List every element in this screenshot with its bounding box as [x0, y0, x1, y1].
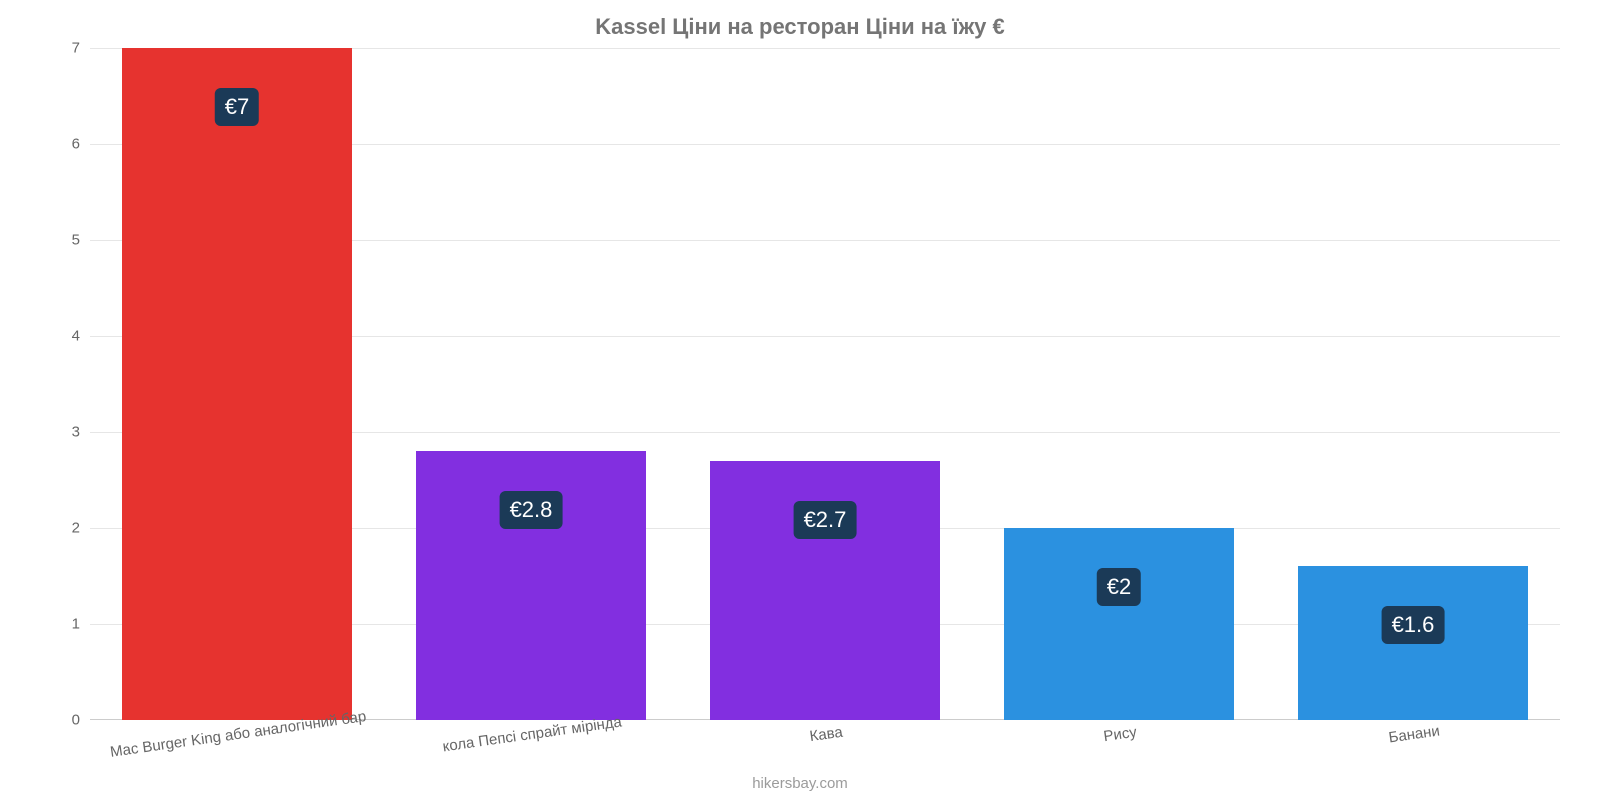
bar-slot: €2.7Кава — [678, 48, 972, 720]
value-badge: €7 — [215, 88, 259, 126]
value-badge: €2 — [1097, 568, 1141, 606]
bar-slot: €1.6Банани — [1266, 48, 1560, 720]
value-badge: €2.7 — [794, 501, 857, 539]
y-tick-label: 0 — [72, 712, 90, 729]
value-badge: €2.8 — [500, 491, 563, 529]
chart-title: Kassel Ціни на ресторан Ціни на їжу € — [0, 14, 1600, 40]
y-tick-label: 7 — [72, 40, 90, 57]
x-tick-label: Банани — [1388, 722, 1441, 746]
bar-slot: €7Mac Burger King або аналогічний бар — [90, 48, 384, 720]
bar: €2.7 — [710, 461, 939, 720]
x-tick-label: Кава — [809, 724, 844, 745]
y-tick-label: 2 — [72, 520, 90, 537]
bar: €2.8 — [416, 451, 645, 720]
bar: €7 — [122, 48, 351, 720]
bar: €1.6 — [1298, 566, 1527, 720]
y-tick-label: 4 — [72, 328, 90, 345]
bar-slot: €2.8кола Пепсі спрайт мірінда — [384, 48, 678, 720]
y-tick-label: 3 — [72, 424, 90, 441]
bar: €2 — [1004, 528, 1233, 720]
y-tick-label: 6 — [72, 136, 90, 153]
x-tick-label: Рису — [1102, 724, 1137, 745]
credit-text: hikersbay.com — [0, 775, 1600, 792]
plot-area: 01234567€7Mac Burger King або аналогічни… — [90, 48, 1560, 720]
chart-container: Kassel Ціни на ресторан Ціни на їжу € 01… — [0, 0, 1600, 800]
y-tick-label: 5 — [72, 232, 90, 249]
value-badge: €1.6 — [1382, 606, 1445, 644]
bar-slot: €2Рису — [972, 48, 1266, 720]
y-tick-label: 1 — [72, 616, 90, 633]
